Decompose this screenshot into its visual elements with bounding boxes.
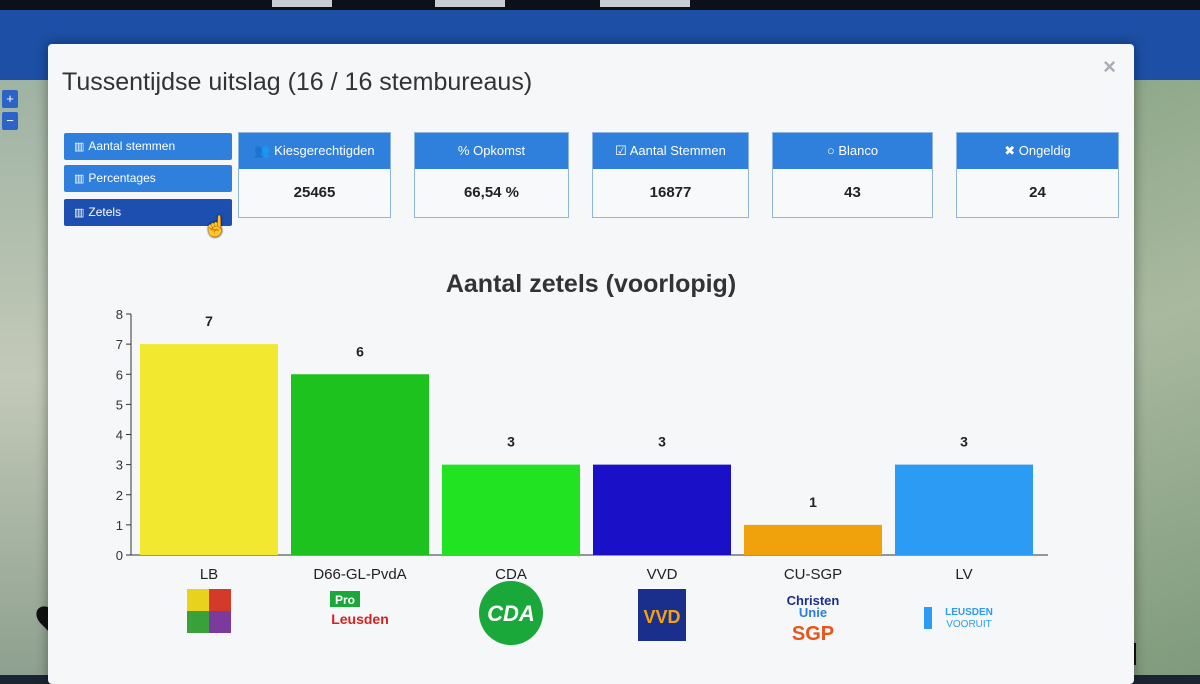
bar [291, 374, 429, 555]
data-label: 3 [960, 434, 968, 450]
stat-aantal-stemmen: ☑ Aantal Stemmen 16877 [592, 132, 749, 218]
results-modal: Tussentijdse uitslag (16 / 16 stembureau… [48, 44, 1134, 684]
y-tick-label: 8 [116, 307, 123, 322]
cda-logo-text: CDA [487, 601, 535, 626]
bar [593, 464, 731, 555]
pro-leusden-logo [330, 591, 360, 607]
x-tick-label: D66-GL-PvdA [313, 566, 406, 583]
lv-logo-text: VOORUIT [946, 619, 992, 630]
view-button-label: Percentages [88, 171, 156, 185]
x-icon: ✖ [1004, 143, 1019, 158]
lb-logo [187, 589, 209, 611]
view-button-aantal-stemmen[interactable]: ▥ Aantal stemmen [64, 133, 232, 160]
y-tick-label: 1 [116, 518, 123, 533]
y-tick-label: 7 [116, 337, 123, 352]
circle-icon: ○ [826, 143, 839, 158]
tab-thumbnail [600, 0, 690, 7]
zoom-out-button[interactable]: − [2, 112, 18, 130]
stat-value: 24 [1029, 184, 1046, 201]
stat-label: Opkomst [473, 143, 526, 158]
close-icon[interactable]: × [1103, 54, 1116, 79]
x-tick-label: LV [955, 566, 972, 583]
chart-title: Aantal zetels (voorlopig) [445, 270, 737, 298]
data-label: 7 [205, 313, 213, 329]
lb-logo-part [209, 611, 231, 633]
view-button-label: Zetels [88, 205, 122, 219]
seats-bar-chart: 0 1 2 3 4 5 6 7 8 7 LB 6 D66-GL-PvdA 3 CDA 3 VVD 1 CU-SGP 3… [116, 307, 1048, 645]
stat-value: 66,54 % [463, 184, 520, 201]
data-label: 3 [658, 434, 666, 450]
stat-opkomst: % Opkomst 66,54 % [414, 132, 569, 218]
stat-ongeldig: ✖ Ongeldig 24 [956, 132, 1119, 218]
vvd-logo-text: VVD [643, 607, 680, 627]
x-tick-label: CU-SGP [784, 566, 842, 583]
cda-logo [479, 581, 543, 645]
bar [140, 344, 278, 555]
lb-logo-part [187, 611, 209, 633]
sgp-logo-text: SGP [792, 623, 834, 645]
view-button-label: Aantal stemmen [88, 139, 176, 153]
bar-chart-icon: ▥ [74, 173, 85, 185]
lb-logo-part [209, 589, 231, 611]
lv-logo-text: LEUSDEN [945, 607, 993, 618]
bar [442, 464, 580, 555]
data-label: 1 [809, 494, 817, 510]
checkbox-icon: ☑ [615, 143, 630, 158]
y-tick-label: 5 [116, 397, 123, 412]
view-button-percentages[interactable]: ▥ Percentages [64, 165, 232, 192]
stat-kiesgerechtigden: 👥 Kiesgerechtigden 25465 [238, 132, 391, 218]
pro-leusden-logo-text: Leusden [331, 611, 389, 627]
x-tick-label: CDA [495, 566, 527, 583]
map-background [1125, 80, 1200, 675]
cu-logo-text: Unie [799, 605, 827, 620]
stat-label: Kiesgerechtigden [274, 143, 375, 158]
stat-value: 16877 [649, 184, 692, 201]
modal-title: Tussentijdse uitslag (16 / 16 stembureau… [62, 68, 533, 96]
bar-chart-icon: ▥ [74, 207, 85, 219]
y-tick-label: 3 [116, 458, 123, 473]
y-tick-label: 2 [116, 488, 123, 503]
bar-chart-icon: ▥ [74, 141, 85, 153]
cu-logo-text: Christen [787, 593, 840, 608]
tab-thumbnail [435, 0, 505, 7]
data-label: 3 [507, 434, 515, 450]
stat-value: 25465 [293, 184, 336, 201]
data-label: 6 [356, 343, 364, 359]
stat-label: Blanco [838, 143, 879, 158]
pro-leusden-logo-text: Pro [335, 593, 355, 607]
tab-thumbnail [272, 0, 332, 7]
lv-logo-mark [924, 607, 932, 629]
y-tick-label: 4 [116, 428, 123, 443]
stat-label: Ongeldig [1018, 143, 1071, 158]
stat-value: 43 [844, 184, 861, 201]
vvd-logo [638, 589, 686, 641]
x-tick-label: LB [200, 566, 218, 583]
bar [744, 524, 882, 555]
bar [895, 464, 1033, 555]
users-icon: 👥 [254, 143, 275, 158]
view-button-zetels[interactable]: ▥ Zetels [64, 199, 232, 226]
x-tick-label: VVD [647, 566, 678, 583]
stat-label: Aantal Stemmen [629, 143, 726, 158]
y-tick-label: 6 [116, 367, 123, 382]
top-strip [0, 0, 1200, 10]
pointer-cursor-icon: ☝ [203, 216, 228, 238]
zoom-in-button[interactable]: + [2, 90, 18, 108]
stat-blanco: ○ Blanco 43 [772, 132, 933, 218]
percent-icon: % [457, 143, 474, 158]
y-tick-label: 0 [116, 548, 123, 563]
map-background: + − [0, 80, 50, 675]
